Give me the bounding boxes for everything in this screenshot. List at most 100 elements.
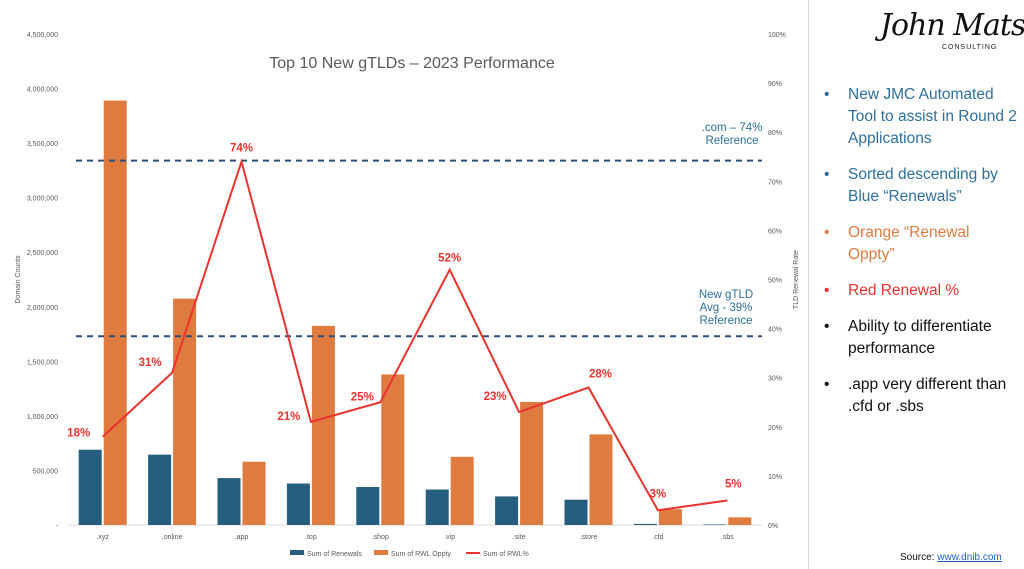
y-tick-label: 1,500,000 xyxy=(27,359,58,366)
logo-script: John Matson xyxy=(880,8,1024,43)
bullet-dot-icon: • xyxy=(824,166,830,183)
y-tick-label: - xyxy=(56,523,59,530)
reference-label: .com – 74% xyxy=(702,122,763,134)
y2-tick-label: 30% xyxy=(768,376,782,383)
x-tick-label: .shop xyxy=(372,534,389,541)
logo-subtitle: CONSULTING xyxy=(942,44,998,51)
bullet-text: Sorted descending by Blue “Renewals” xyxy=(848,166,998,205)
y-tick-label: 4,500,000 xyxy=(27,32,58,39)
x-tick-label: .xyz xyxy=(96,534,109,541)
bar-rwl-oppty xyxy=(103,100,127,526)
reference-label: Reference xyxy=(705,135,758,147)
data-label-rwl-percent: 18% xyxy=(67,428,90,440)
source-link[interactable]: www.dnib.com xyxy=(937,552,1002,563)
y2-tick-label: 40% xyxy=(768,327,782,334)
x-tick-label: .store xyxy=(580,534,598,541)
data-label-rwl-percent: 25% xyxy=(351,391,374,403)
data-label-rwl-percent: 23% xyxy=(484,391,507,403)
bar-renewals xyxy=(703,524,727,525)
y2-tick-label: 10% xyxy=(768,474,782,481)
source-prefix: Source: xyxy=(900,552,938,563)
bar-renewals xyxy=(425,489,449,525)
bullet-item: • .app very different than .cfd or .sbs xyxy=(820,374,1018,418)
bar-rwl-oppty xyxy=(658,509,682,525)
x-tick-label: .app xyxy=(235,534,249,541)
bullet-text: .app very different than .cfd or .sbs xyxy=(848,376,1007,415)
y-tick-label: 3,000,000 xyxy=(27,196,58,203)
bar-rwl-oppty xyxy=(728,517,752,525)
data-label-rwl-percent: 28% xyxy=(589,369,612,381)
y2-tick-label: 20% xyxy=(768,425,782,432)
bar-renewals xyxy=(564,499,588,525)
bullet-item: • Sorted descending by Blue “Renewals” xyxy=(820,164,1018,208)
y2-tick-label: 90% xyxy=(768,81,782,88)
y-tick-label: 3,500,000 xyxy=(27,141,58,148)
bar-renewals xyxy=(148,454,172,525)
x-tick-label: .site xyxy=(513,534,526,541)
y-axis-label: Domain Counts xyxy=(15,255,22,304)
bar-renewals xyxy=(356,487,380,525)
y-tick-label: 500,000 xyxy=(33,468,58,475)
x-tick-label: .top xyxy=(305,534,317,541)
data-label-rwl-percent: 31% xyxy=(139,357,162,369)
y2-tick-label: 0% xyxy=(768,523,778,530)
bullet-text: Ability to differentiate performance xyxy=(848,318,992,357)
bullet-dot-icon: • xyxy=(824,318,830,335)
chart-panel: Top 10 New gTLDs – 2023 Performance - 500,… xyxy=(15,0,809,569)
reference-label: New gTLD xyxy=(699,289,753,301)
bullet-text: Red Renewal % xyxy=(848,282,960,299)
bar-renewals xyxy=(495,496,519,525)
bullet-dot-icon: • xyxy=(824,282,830,299)
y2-tick-label: 60% xyxy=(768,228,782,235)
x-tick-label: .online xyxy=(162,534,183,541)
y2-tick-label: 80% xyxy=(768,130,782,137)
data-label-rwl-percent: 3% xyxy=(650,488,667,500)
legend-swatch xyxy=(290,550,304,555)
reference-label: Reference xyxy=(699,315,752,327)
x-tick-label: .cfd xyxy=(652,534,663,541)
y-tick-label: 1,000,000 xyxy=(27,414,58,421)
y2-axis-label: TLD Renewal Rate xyxy=(793,250,800,309)
bullet-dot-icon: • xyxy=(824,86,830,103)
y2-tick-label: 50% xyxy=(768,278,782,285)
company-logo: John Matson CONSULTING xyxy=(880,8,1024,64)
bullet-list: • New JMC Automated Tool to assist in Rou… xyxy=(820,84,1018,432)
data-label-rwl-percent: 74% xyxy=(230,143,253,155)
y2-tick-label: 100% xyxy=(768,32,786,39)
line-rwl-percent xyxy=(102,158,728,512)
y-tick-label: 2,000,000 xyxy=(27,305,58,312)
bar-rwl-oppty xyxy=(450,456,474,525)
y2-tick-label: 70% xyxy=(768,179,782,186)
x-tick-label: .sbs xyxy=(721,534,734,541)
bar-rwl-oppty xyxy=(311,325,335,525)
legend-label: Sum of RWL Oppty xyxy=(391,551,451,558)
bullet-item: • Orange “Renewal Oppty” xyxy=(820,222,1018,266)
bullet-text: Orange “Renewal Oppty” xyxy=(848,224,970,263)
data-label-rwl-percent: 21% xyxy=(277,411,300,423)
legend-label: Sum of RWL% xyxy=(483,551,529,558)
bar-rwl-oppty xyxy=(242,461,266,525)
bar-renewals xyxy=(286,483,310,525)
reference-label: Avg - 39% xyxy=(700,302,753,314)
legend-label: Sum of Renewals xyxy=(307,551,362,558)
chart-title: Top 10 New gTLDs – 2023 Performance xyxy=(269,55,555,72)
legend-swatch xyxy=(374,550,388,555)
bullet-dot-icon: • xyxy=(824,224,830,241)
bullet-item: • New JMC Automated Tool to assist in Rou… xyxy=(820,84,1018,150)
data-label-rwl-percent: 5% xyxy=(725,478,742,490)
bullet-text: New JMC Automated Tool to assist in Roun… xyxy=(848,86,1017,147)
bar-rwl-oppty xyxy=(589,434,613,525)
y-tick-label: 2,500,000 xyxy=(27,250,58,257)
bullet-dot-icon: • xyxy=(824,376,830,393)
bar-rwl-oppty xyxy=(381,374,405,525)
y-tick-label: 4,000,000 xyxy=(27,87,58,94)
bullet-item: • Red Renewal % xyxy=(820,280,1018,302)
combo-chart: Top 10 New gTLDs – 2023 Performance - 500,… xyxy=(15,32,800,558)
x-tick-label: .vip xyxy=(444,534,455,541)
bar-renewals xyxy=(217,478,241,525)
bar-renewals xyxy=(78,449,102,525)
bar-renewals xyxy=(633,523,657,525)
bullet-item: • Ability to differentiate performance xyxy=(820,316,1018,360)
data-label-rwl-percent: 52% xyxy=(438,253,461,265)
source-note: Source: www.dnib.com xyxy=(900,552,1002,563)
